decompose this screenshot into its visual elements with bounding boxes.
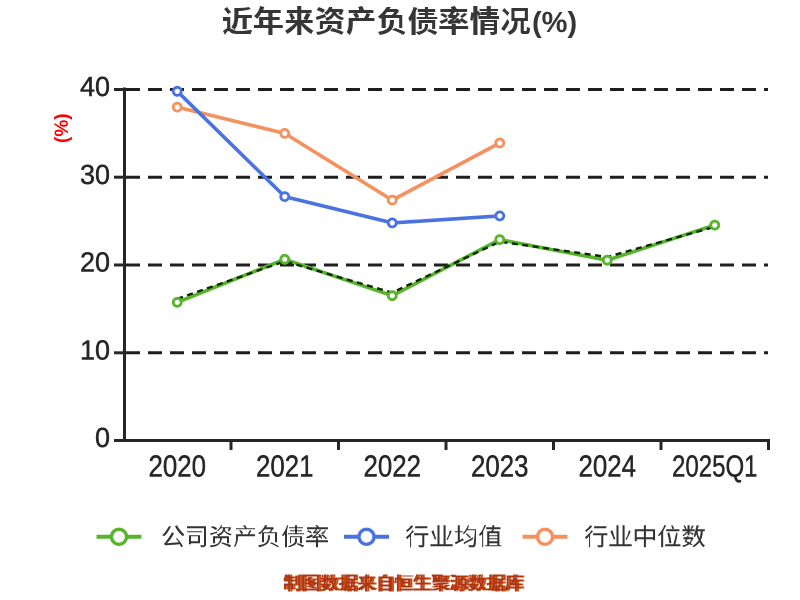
svg-text:10: 10: [80, 334, 110, 365]
svg-text:20: 20: [80, 247, 110, 278]
svg-text:2021: 2021: [256, 448, 314, 483]
svg-text:0: 0: [95, 422, 110, 453]
svg-text:(%): (%): [532, 7, 577, 39]
svg-text:2023: 2023: [471, 448, 529, 483]
svg-text:2020: 2020: [149, 448, 207, 483]
svg-text:(%): (%): [52, 113, 73, 143]
svg-text:2022: 2022: [364, 448, 422, 483]
svg-text:40: 40: [80, 71, 110, 102]
svg-text:30: 30: [80, 159, 110, 190]
svg-text:2024: 2024: [579, 448, 637, 483]
svg-text:2025Q1: 2025Q1: [672, 448, 758, 483]
